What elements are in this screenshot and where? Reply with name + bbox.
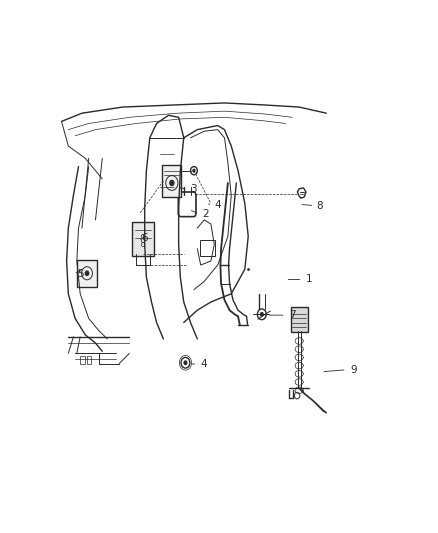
Text: 3: 3 [191,184,197,194]
Text: 4: 4 [201,359,207,369]
Text: 2: 2 [202,209,209,219]
Text: 5: 5 [77,269,84,279]
Text: 9: 9 [350,365,357,375]
Text: 4: 4 [214,200,221,209]
Text: 7: 7 [289,310,296,320]
FancyBboxPatch shape [291,307,307,332]
Circle shape [260,312,264,317]
FancyBboxPatch shape [162,165,181,197]
FancyBboxPatch shape [78,260,96,287]
Text: 6: 6 [141,233,148,244]
Text: 1: 1 [306,274,313,285]
Circle shape [85,270,89,276]
Circle shape [169,180,175,186]
FancyBboxPatch shape [132,222,154,256]
Text: 8: 8 [316,200,323,211]
Circle shape [184,360,187,365]
Circle shape [192,168,196,173]
